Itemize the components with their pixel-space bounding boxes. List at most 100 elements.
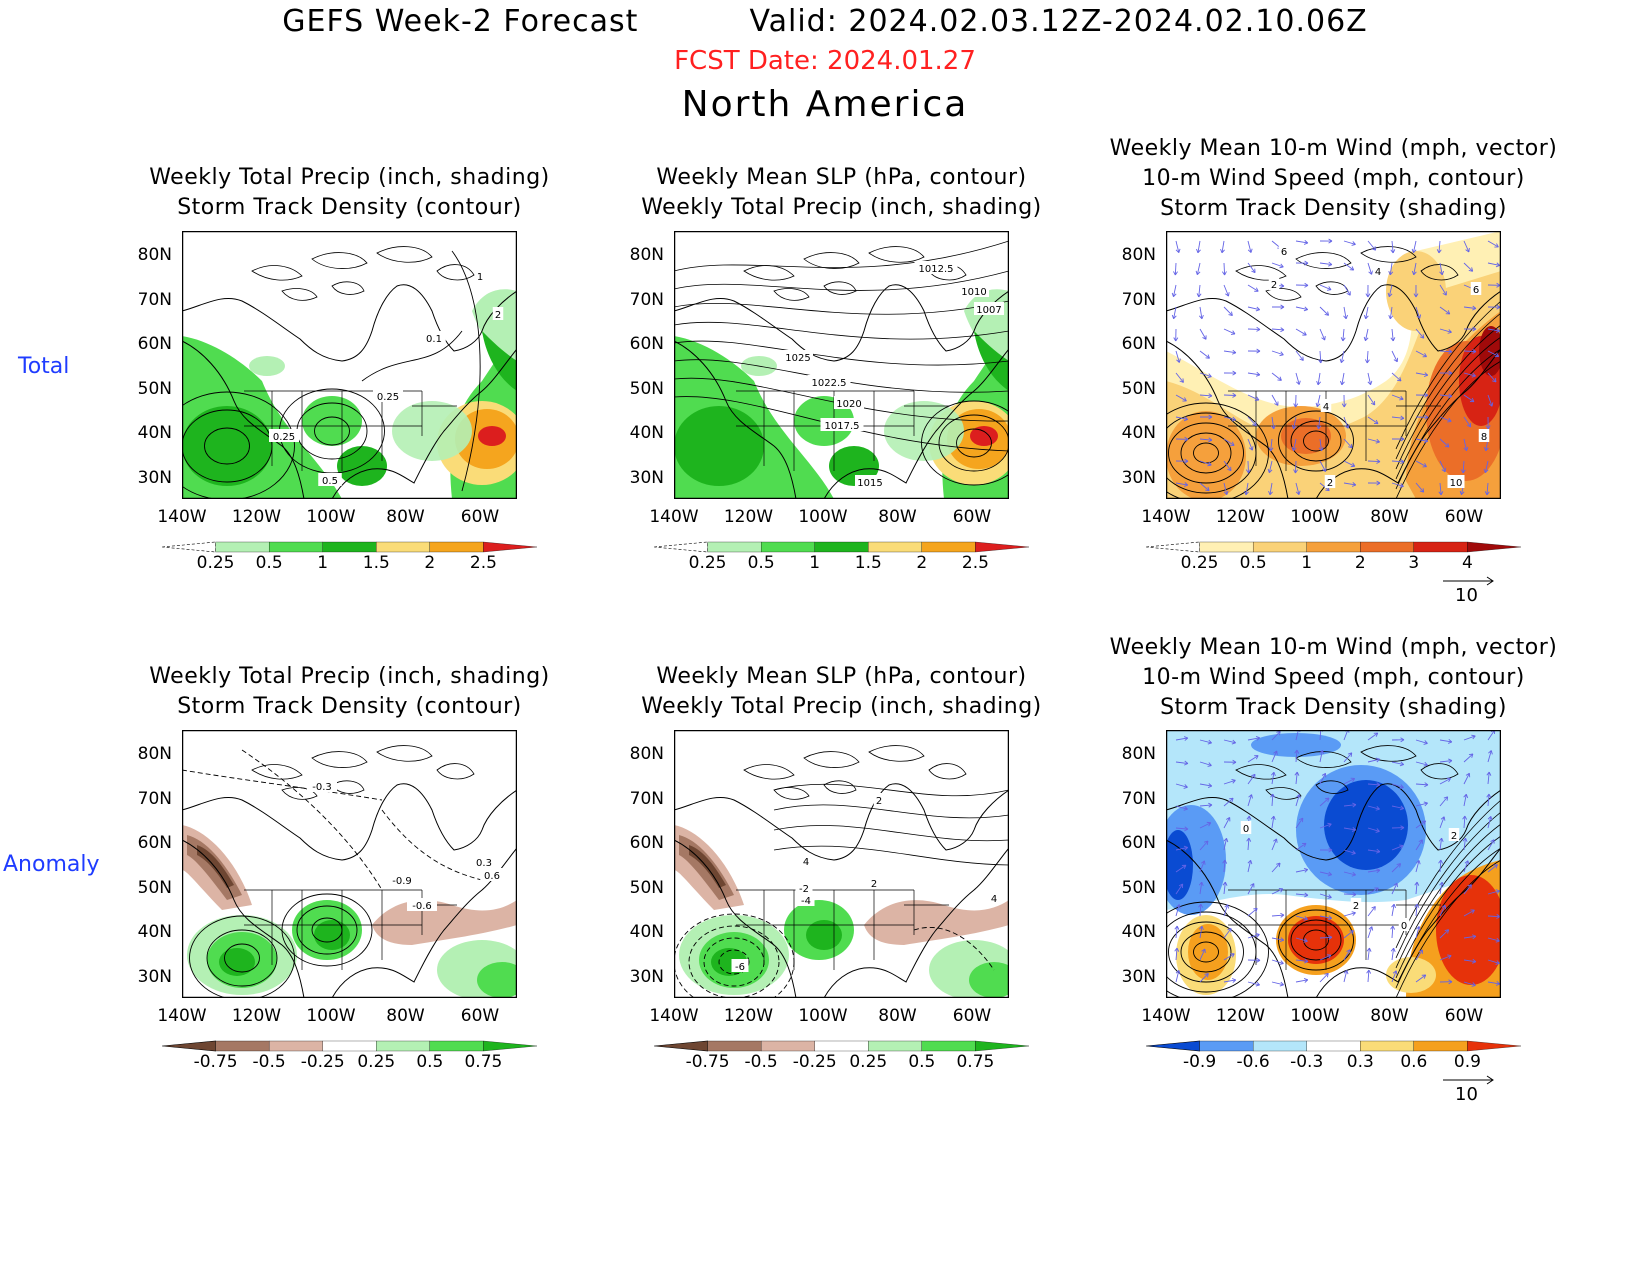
svg-text:0.6: 0.6	[484, 871, 500, 882]
panel-title-6: Weekly Mean 10-m Wind (mph, vector) 10-m …	[1074, 633, 1594, 723]
contour-label: 0	[1398, 918, 1410, 932]
lon-tick-label: 60W	[952, 1006, 992, 1026]
svg-text:1025: 1025	[785, 353, 810, 364]
colorbar	[1146, 1040, 1522, 1052]
contour-label: -4	[797, 893, 815, 907]
lon-tick-label: 120W	[1215, 1006, 1266, 1026]
svg-text:2: 2	[876, 796, 882, 807]
colorbar-tick-label: 0.25	[196, 553, 235, 573]
colorbar	[162, 541, 538, 553]
lon-tick-label: 80W	[386, 1006, 425, 1026]
colorbar-tick-label: 0.25	[1180, 553, 1219, 573]
map-panel-3: 6 4 6 2 4 8 10 2	[1166, 231, 1501, 499]
map-plot: 2 4 2 -2-4 -6 4	[674, 730, 1009, 998]
map-plot: 1 2 0.1 0.25 0.25 0.5	[182, 231, 517, 499]
contour-label: -0.3	[307, 779, 337, 793]
svg-text:2: 2	[1451, 831, 1457, 842]
colorbar-tick-label: 0.75	[464, 1052, 503, 1072]
colorbar-tick-label: 0.5	[1239, 553, 1267, 573]
contour-label: 2	[1448, 828, 1460, 842]
contour-label: 6	[1278, 244, 1290, 258]
svg-text:2: 2	[1271, 280, 1277, 291]
colorbar-tick-label: -0.5	[744, 1052, 778, 1072]
contour-label: 1017.5	[820, 418, 864, 432]
panel-title-line: 10-m Wind Speed (mph, contour)	[1142, 166, 1525, 191]
row-label-total: Total	[18, 354, 70, 379]
lon-tick-label: 140W	[649, 507, 699, 527]
lat-tick-label: 60N	[629, 334, 664, 355]
panel-title-line: Weekly Mean SLP (hPa, contour)	[656, 664, 1027, 689]
svg-text:0.3: 0.3	[476, 858, 492, 869]
lat-tick-label: 60N	[1121, 833, 1156, 854]
lon-tick-label: 140W	[649, 1006, 699, 1026]
contour-label: 1015	[855, 475, 885, 489]
contour-label: 1	[474, 269, 486, 283]
svg-text:-4: -4	[801, 896, 811, 907]
panel-title-line: Weekly Total Precip (inch, shading)	[149, 165, 550, 190]
lon-tick-label: 80W	[1370, 1006, 1409, 1026]
colorbar-tick-label: 0.3	[1346, 1052, 1374, 1072]
lat-tick-label: 80N	[137, 744, 172, 764]
map-panel-6: 0 2 2 0	[1166, 730, 1501, 998]
colorbar-tick-label: 2.5	[961, 553, 989, 573]
lat-tick-label: 40N	[1121, 423, 1156, 444]
colorbar-tick-label: 1.5	[362, 553, 390, 573]
colorbar-tick-label: 0.5	[908, 1052, 936, 1072]
lat-tick-label: 70N	[629, 289, 664, 310]
lon-tick-label: 120W	[1215, 507, 1266, 527]
contour-label: 1010	[959, 284, 989, 298]
panel-title-line: Storm Track Density (shading)	[1160, 695, 1507, 720]
map-panel-4: -0.3 -0.9 -0.6 0.6 0.3	[182, 730, 517, 998]
svg-text:0.1: 0.1	[426, 334, 442, 345]
lat-tick-label: 80N	[629, 245, 664, 265]
colorbar-tick-label: 3	[1408, 553, 1420, 573]
svg-text:1017.5: 1017.5	[825, 421, 860, 432]
lon-tick-label: 60W	[952, 507, 992, 527]
lat-tick-label: 60N	[1121, 334, 1156, 355]
panel-title-line: Weekly Total Precip (inch, shading)	[641, 694, 1042, 719]
colorbar	[162, 1040, 538, 1052]
svg-text:10: 10	[1450, 478, 1463, 489]
colorbar-tick-label: 2	[1354, 553, 1366, 573]
contour-label: 4	[1372, 264, 1384, 278]
svg-text:0.25: 0.25	[273, 432, 295, 443]
lon-tick-label: 140W	[1141, 1006, 1191, 1026]
svg-text:-0.3: -0.3	[312, 782, 332, 793]
colorbar-tick-label: -0.25	[300, 1052, 345, 1072]
contour-label: 6	[1470, 282, 1482, 296]
lon-tick-label: 80W	[878, 1006, 917, 1026]
contour-label: 1020	[834, 396, 864, 410]
svg-text:2: 2	[871, 879, 877, 890]
lon-tick-label: 60W	[460, 507, 500, 527]
lat-tick-label: 50N	[137, 877, 172, 898]
svg-text:1015: 1015	[857, 478, 882, 489]
svg-text:2: 2	[1353, 901, 1359, 912]
contour-label: 1012.5	[914, 261, 958, 275]
lon-tick-label: 120W	[723, 507, 774, 527]
colorbar-tick-label: 0.5	[747, 553, 775, 573]
svg-text:0: 0	[1243, 824, 1249, 835]
lat-tick-label: 40N	[1121, 922, 1156, 943]
lon-tick-label: 60W	[1444, 507, 1484, 527]
panel-title-3: Weekly Mean 10-m Wind (mph, vector) 10-m …	[1074, 134, 1594, 224]
map-plot: 1012.5 1010 1007 1025 1022.5 1020 1017.5 1015	[674, 231, 1009, 499]
panel-title-line: Storm Track Density (contour)	[177, 694, 522, 719]
panel-title-line: Storm Track Density (shading)	[1160, 196, 1507, 221]
contour-label: 0.6	[480, 868, 504, 882]
contour-label: 2	[492, 307, 504, 321]
panel-title-line: 10-m Wind Speed (mph, contour)	[1142, 665, 1525, 690]
lat-tick-label: 40N	[137, 922, 172, 943]
lat-tick-label: 50N	[1121, 877, 1156, 898]
panel-title-4: Weekly Total Precip (inch, shading) Storm…	[90, 662, 610, 722]
lat-tick-label: 50N	[1121, 378, 1156, 399]
reference-vector-arrow	[1443, 576, 1494, 586]
svg-text:4: 4	[991, 894, 997, 905]
lon-tick-label: 140W	[157, 1006, 207, 1026]
contour-label: 2	[873, 793, 885, 807]
svg-text:1: 1	[477, 272, 483, 283]
panel-title-5: Weekly Mean SLP (hPa, contour) Weekly Tot…	[582, 662, 1102, 722]
lon-tick-label: 100W	[798, 1006, 848, 1026]
lat-tick-label: 40N	[629, 922, 664, 943]
svg-text:-6: -6	[735, 962, 745, 973]
svg-text:1022.5: 1022.5	[812, 378, 847, 389]
